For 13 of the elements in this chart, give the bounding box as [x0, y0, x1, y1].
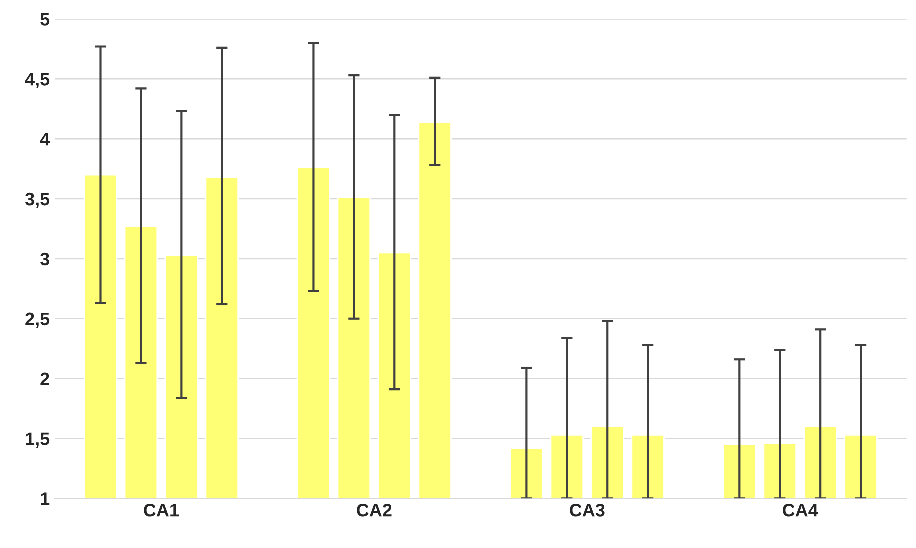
y-tick-label: 5	[40, 13, 50, 26]
y-tick-label: 3	[40, 252, 50, 266]
y-tick-label: 4,5	[25, 73, 50, 88]
x-tick-label: CA2	[357, 504, 392, 517]
x-tick-label: CA3	[570, 504, 605, 517]
y-tick-label: 1,5	[26, 432, 50, 448]
x-tick-label: CA4	[783, 504, 818, 517]
x-tick-label: CA1	[144, 504, 179, 517]
y-tick-label: 2,5	[26, 312, 50, 328]
y-tick-label: 4	[40, 133, 50, 146]
y-tick-label: 1	[41, 492, 50, 506]
y-tick-label: 3,5	[25, 192, 50, 208]
y-tick-label: 2	[40, 372, 50, 386]
